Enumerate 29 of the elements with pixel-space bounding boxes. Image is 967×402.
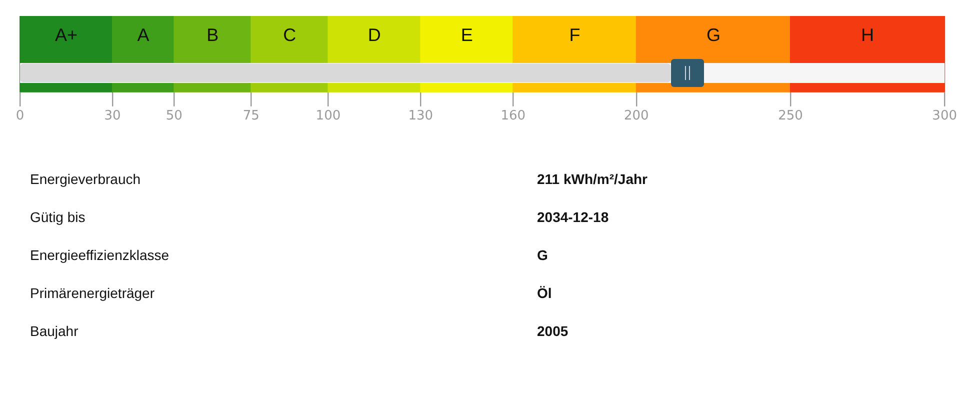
band-label: F <box>569 24 580 45</box>
band-label: D <box>368 24 381 45</box>
x-tick-label: 250 <box>778 108 803 124</box>
x-tick-label: 0 <box>16 108 24 124</box>
x-tick-label: 50 <box>166 108 182 124</box>
text: G <box>537 247 548 265</box>
text: Gütig bis <box>29 209 86 227</box>
band-label: A <box>137 24 150 45</box>
text: Energieverbrauch <box>29 171 142 189</box>
text: Baujahr <box>29 323 80 341</box>
text: 2034-12-18 <box>537 209 609 227</box>
x-tick-label: 200 <box>624 108 649 124</box>
text: Energieeffizienzklasse <box>29 247 170 265</box>
x-tick-label: 300 <box>932 108 958 124</box>
x-tick-label: 100 <box>316 108 341 124</box>
text: 2005 <box>537 323 568 341</box>
band-label: C <box>283 24 296 45</box>
band-label: B <box>206 24 219 45</box>
text: 211 kWh/m²/Jahr <box>537 171 648 189</box>
band-label: G <box>706 24 720 45</box>
band-label: H <box>861 24 874 45</box>
band-label: E <box>460 24 473 45</box>
text: Öl <box>537 285 552 303</box>
x-tick-label: 130 <box>408 108 434 124</box>
band-label: A+ <box>54 24 78 45</box>
text: Primärenergieträger <box>29 285 156 303</box>
x-tick-label: 30 <box>104 108 121 124</box>
x-tick-label: 160 <box>500 108 526 124</box>
x-tick-label: 75 <box>242 108 260 124</box>
